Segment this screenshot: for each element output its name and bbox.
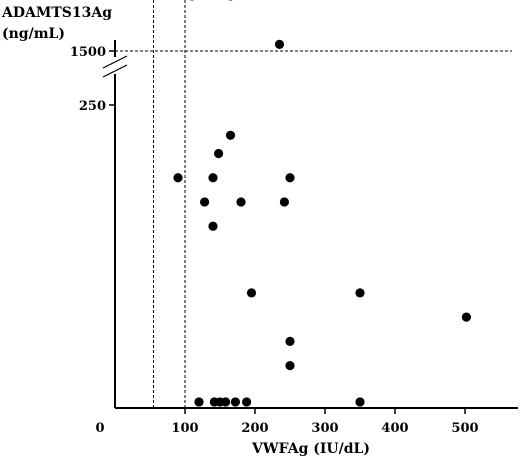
data-point-6 [194, 397, 204, 407]
x-tick-label-0: 0 [95, 421, 104, 436]
data-point-35 [461, 312, 471, 322]
reference-lines [115, 0, 512, 408]
x-tick-label-200: 200 [241, 421, 268, 436]
data-point-25 [274, 39, 285, 50]
data-point-24 [246, 288, 257, 298]
data-point-26 [279, 197, 289, 207]
data-point-29 [285, 360, 295, 371]
data-point-5 [189, 0, 195, 1]
y-axis-title-line2: (ng/mL) [2, 26, 65, 42]
y-axis-title-line1: ADAMTS13Ag [1, 5, 112, 21]
x-tick-label-100: 100 [171, 421, 198, 436]
data-point-19 [230, 397, 240, 407]
data-point-3 [173, 173, 183, 183]
data-point-18 [225, 130, 236, 140]
data-point-13 [214, 148, 224, 159]
y-tick-label-1500: 1500 [70, 45, 106, 60]
data-point-28 [285, 336, 295, 346]
data-point-31 [355, 288, 365, 298]
data-point-16 [221, 397, 231, 407]
x-tick-label-300: 300 [311, 421, 338, 436]
x-axis-title: VWFAg (IU/dL) [251, 441, 370, 457]
data-point-8 [200, 197, 210, 207]
x-tick-label-500: 500 [451, 421, 478, 436]
axis-break-mark-lower [102, 64, 128, 78]
data-point-32 [355, 397, 365, 407]
data-point-11 [208, 221, 218, 231]
data-points [173, 0, 471, 407]
axes [102, 40, 518, 409]
data-point-21 [236, 197, 246, 207]
x-tick-label-400: 400 [381, 421, 408, 436]
y-tick-label-250: 250 [79, 99, 106, 114]
axis-break-mark-upper [102, 55, 128, 69]
ticks: 010020030040050025050075010001500 [70, 45, 479, 436]
data-point-17 [228, 0, 233, 1]
data-point-27 [285, 173, 295, 183]
data-point-10 [208, 173, 218, 183]
data-point-23 [242, 397, 252, 407]
